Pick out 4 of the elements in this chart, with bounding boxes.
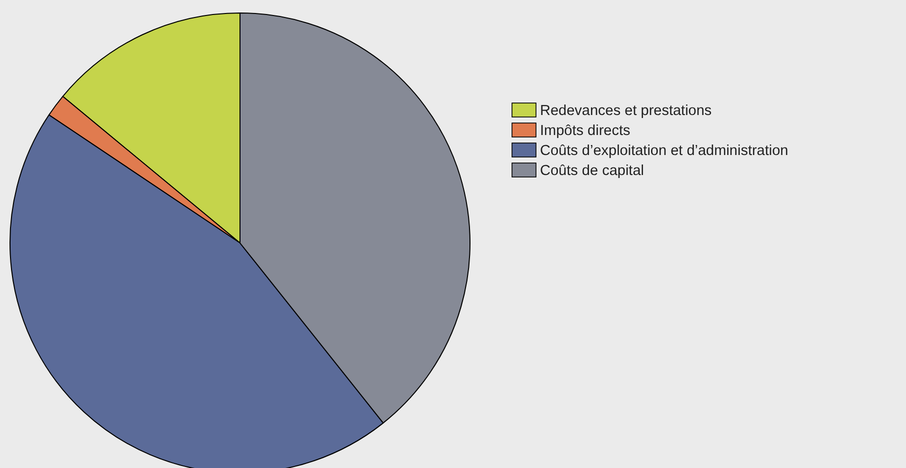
legend-label: Impôts directs xyxy=(540,123,630,139)
legend-label: Coûts de capital xyxy=(540,163,644,179)
legend-label: Coûts d’exploitation et d’administration xyxy=(540,143,788,159)
legend-label: Redevances et prestations xyxy=(540,103,712,119)
